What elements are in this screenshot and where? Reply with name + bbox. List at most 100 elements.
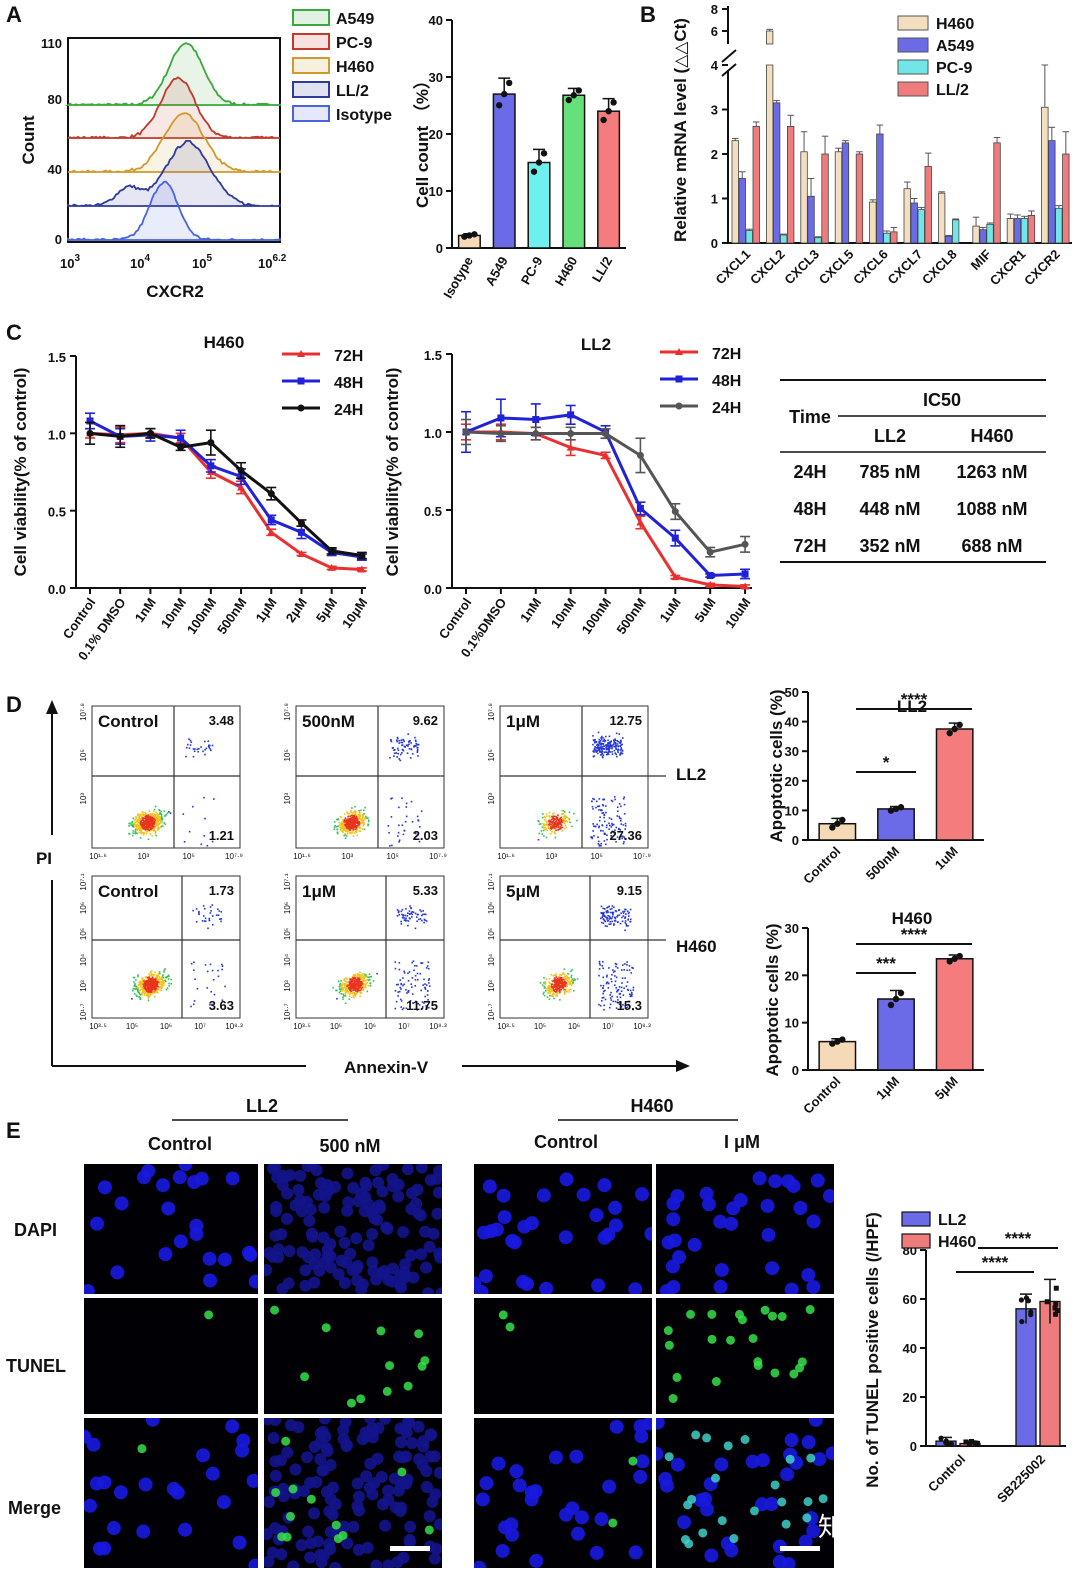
event-dot (563, 989, 566, 992)
table-cell: 1088 nM (956, 499, 1027, 519)
event-dot (554, 818, 557, 821)
event-dot (411, 986, 413, 988)
event-dot (362, 983, 365, 985)
event-dot (401, 913, 403, 916)
y-tick-label: 3 (711, 103, 718, 118)
micro-image (656, 1418, 834, 1568)
event-dot (562, 819, 565, 822)
event-dot (204, 740, 206, 743)
event-dot (137, 821, 140, 824)
event-dot (157, 826, 159, 829)
event-dot (149, 833, 152, 835)
event-dot (396, 740, 399, 743)
event-dot (347, 819, 349, 822)
x-tick-label: LL/2 (589, 254, 615, 285)
event-dot (163, 969, 166, 972)
event-dot (416, 751, 419, 754)
tunel-positive-cell (664, 1340, 674, 1350)
event-dot (192, 969, 195, 972)
event-dot (610, 745, 612, 747)
viability-ll2-y-label: Cell viability(% of control) (383, 368, 402, 577)
legend-marker (297, 350, 305, 357)
nucleus (415, 1248, 428, 1261)
legend-swatch-H460 (292, 57, 330, 74)
event-dot (617, 748, 619, 751)
event-dot (206, 987, 209, 989)
y-tick-label: 40 (429, 13, 443, 28)
event-dot (603, 814, 606, 817)
group-label-ll2: LL2 (246, 1096, 278, 1116)
event-dot (150, 989, 153, 992)
nucleus (423, 1240, 436, 1253)
event-dot (156, 815, 158, 817)
event-dot (396, 915, 399, 917)
event-dot (608, 918, 611, 920)
event-dot (600, 984, 602, 987)
event-dot (139, 814, 142, 816)
event-dot (156, 812, 158, 815)
event-dot (133, 993, 136, 995)
event-dot (539, 823, 542, 825)
event-dot (349, 828, 352, 830)
event-dot (554, 984, 557, 986)
event-dot (354, 980, 356, 983)
nucleus (225, 1171, 240, 1186)
event-dot (606, 981, 608, 984)
event-dot (221, 968, 223, 971)
event-dot (161, 982, 163, 985)
event-dot (141, 977, 143, 980)
tunel-positive-cell (748, 1333, 758, 1343)
event-dot (347, 830, 350, 832)
event-dot (426, 965, 429, 967)
event-dot (561, 980, 563, 983)
quadrant-lr-value: 15.3 (617, 998, 642, 1013)
event-dot (352, 995, 355, 997)
tunel-positive-cell (795, 1363, 805, 1373)
event-dot (359, 989, 362, 991)
histogram-x-label: CXCR2 (146, 282, 204, 301)
event-dot (139, 996, 141, 999)
tunel-positive-cell (285, 1511, 295, 1521)
nucleus (726, 1201, 741, 1216)
nucleus (482, 1179, 497, 1194)
flow-histogram: Count CXCR2 0 40 80 110 103 104 105 106.… (19, 9, 392, 301)
event-dot (401, 908, 404, 911)
event-dot (613, 831, 615, 834)
event-dot (551, 822, 554, 825)
nucleus (246, 1473, 258, 1488)
event-dot (136, 825, 139, 828)
event-dot (562, 972, 565, 974)
legend-swatch-Isotype (292, 105, 330, 122)
flow-x-tick-label: 10³·⁵ (293, 1022, 311, 1031)
event-dot (612, 971, 615, 973)
event-dot (160, 825, 163, 828)
event-dot (545, 813, 548, 815)
event-dot (599, 739, 602, 742)
event-dot (351, 818, 353, 820)
event-dot (209, 1003, 211, 1006)
nucleus (364, 1418, 377, 1425)
event-dot (406, 912, 409, 914)
event-dot (142, 824, 144, 827)
event-dot (548, 987, 550, 990)
x-tick-label: CXCL7 (885, 247, 926, 288)
tunel-positive-cell (628, 1456, 638, 1466)
event-dot (627, 1000, 630, 1003)
event-dot (629, 995, 632, 998)
event-dot (612, 911, 615, 914)
event-dot (160, 817, 163, 819)
row-label-merge: Merge (8, 1498, 61, 1518)
bar-H460-CXCL7 (903, 188, 911, 244)
event-dot (611, 751, 613, 753)
x-tick-label: CXCL3 (781, 247, 822, 288)
flow-x-label: Annexin-V (344, 1058, 429, 1077)
event-dot (359, 817, 361, 819)
y-tick-label: 8 (711, 2, 718, 17)
event-dot (347, 815, 349, 818)
tunel-positive-cell (668, 1393, 678, 1403)
event-dot (342, 818, 344, 821)
data-point (496, 102, 503, 109)
event-dot (195, 920, 198, 923)
nucleus (420, 1481, 433, 1494)
event-dot (554, 820, 557, 823)
